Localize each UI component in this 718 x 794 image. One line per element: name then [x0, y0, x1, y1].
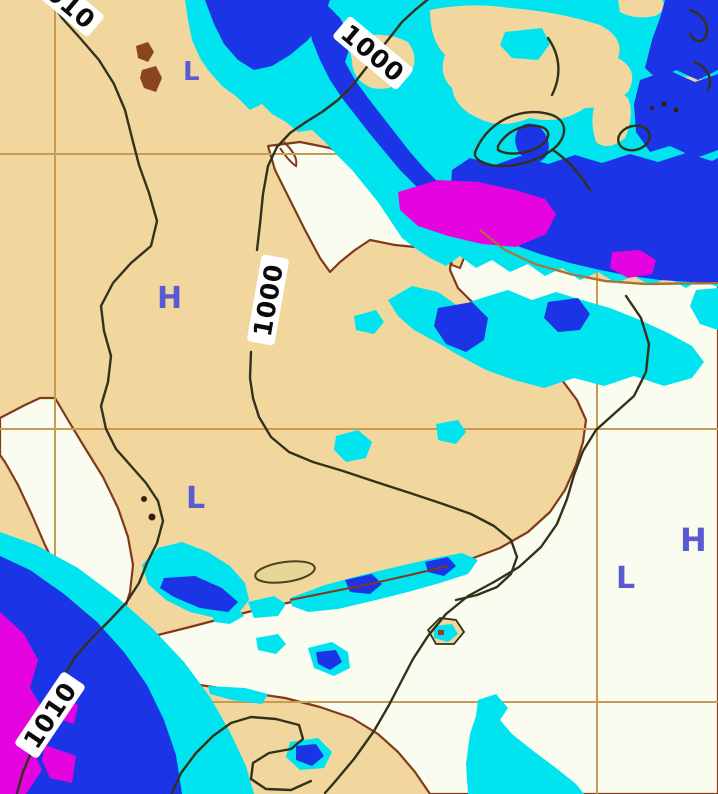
coastal-lagoon — [254, 560, 316, 584]
rain-somalia-south — [466, 694, 584, 794]
high-marker-sea: H — [680, 521, 707, 559]
low-marker-sea: L — [616, 561, 635, 596]
isobar-somalia-hook — [170, 715, 313, 794]
terrain-marks — [136, 42, 162, 92]
rain-magenta-ethiopia — [0, 612, 46, 794]
terrain-dots — [141, 101, 679, 521]
coast-restrokes — [289, 229, 718, 601]
isobar-1000-south — [248, 350, 519, 602]
yemen-coast-restroke — [289, 565, 449, 601]
isobar-lens-inner — [496, 124, 550, 155]
low-marker-north: L — [183, 57, 200, 87]
rain-blue-gulf-band — [450, 153, 718, 283]
rain-heavy-layer — [0, 180, 656, 794]
rain-right-edge — [690, 288, 718, 330]
isobar-1010-west — [15, 0, 165, 794]
isobar-small-ring — [617, 124, 651, 152]
isobar-1000-north — [255, 0, 430, 252]
pressure-centers: L H L L H — [157, 57, 707, 596]
isobar-layer — [15, 0, 712, 794]
high-marker-west: H — [157, 281, 182, 316]
rain-spot-iran — [500, 28, 550, 60]
iran-makran-coast — [479, 229, 718, 286]
isobar-offshore-arc — [323, 294, 651, 794]
rain-magenta-gulf — [398, 180, 556, 247]
low-marker-central: L — [186, 481, 205, 516]
